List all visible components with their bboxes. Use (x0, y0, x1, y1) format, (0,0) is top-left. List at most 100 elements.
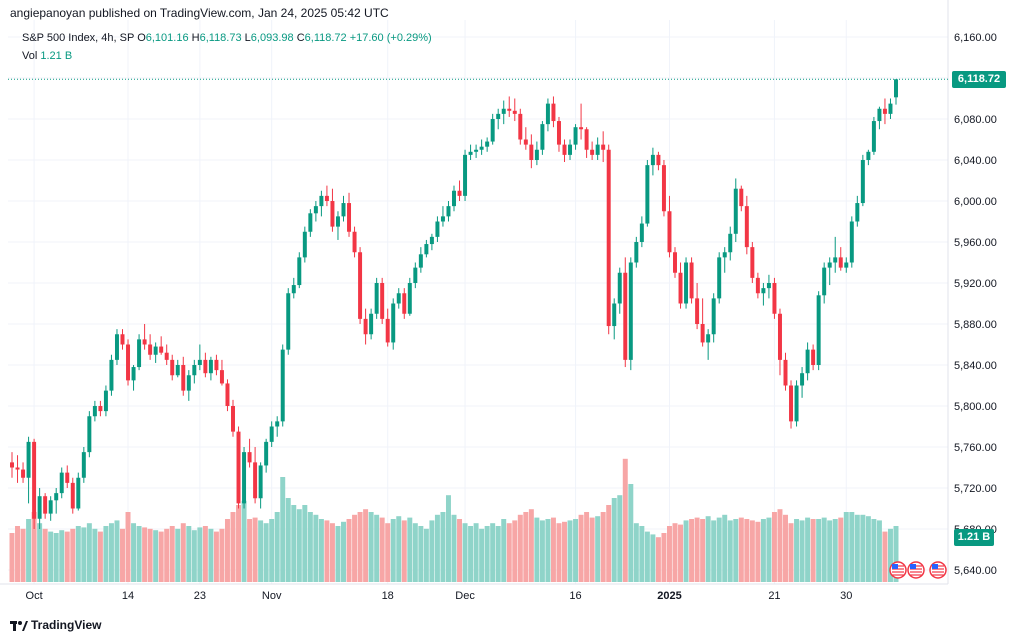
candle-body (623, 272, 628, 360)
volume-bar (479, 528, 485, 582)
volume-bar (771, 512, 777, 582)
volume-bar (213, 531, 219, 582)
volume-bar (219, 528, 225, 582)
volume-bar (180, 523, 186, 582)
candle-body (512, 110, 517, 114)
candle-body (661, 165, 666, 212)
candle-body (335, 216, 340, 227)
volume-bar (606, 505, 612, 582)
candle-body (308, 213, 313, 232)
volume-bar (153, 530, 159, 582)
candle-body (556, 121, 561, 145)
candle-body (407, 283, 412, 314)
volume-bar (20, 528, 26, 582)
volume-bar (523, 512, 529, 582)
candle-body (573, 127, 578, 145)
volume-bar (468, 526, 474, 582)
volume-bar (794, 519, 800, 582)
volume-bar (766, 517, 772, 582)
time-axis[interactable]: Oct 14 23 Nov 18 Dec 16 2025 21 30 (26, 590, 853, 602)
volume-bar (307, 512, 313, 582)
y-tick-label: 5,720.00 (954, 483, 997, 495)
volume-bar (445, 495, 451, 582)
volume-bar (622, 458, 628, 582)
volume-bar (738, 517, 744, 582)
y-tick-label: 6,040.00 (954, 155, 997, 167)
y-tick-label: 6,080.00 (954, 114, 997, 126)
volume-label: Vol (22, 50, 38, 62)
candle-body (888, 103, 893, 114)
candle-body (468, 151, 473, 155)
volume-bar (37, 523, 43, 582)
volume-bar (827, 520, 833, 582)
volume-bar (733, 519, 739, 582)
volume-bar (666, 526, 672, 582)
candle-body (518, 113, 523, 140)
candle-body (247, 452, 252, 463)
x-tick-label: 14 (122, 590, 134, 602)
volume-bar (843, 512, 849, 582)
candle-body (424, 244, 429, 255)
volume-bar (876, 520, 882, 582)
candle-body (181, 365, 186, 391)
x-tick-label: Nov (262, 590, 282, 602)
volume-bar (374, 514, 380, 582)
candle-body (291, 285, 296, 294)
candle-body (833, 257, 838, 263)
volume-bar (158, 531, 164, 582)
symbol-label[interactable]: S&P 500 Index, 4h, SP (22, 32, 135, 44)
candle-body (402, 293, 407, 314)
low-label: L (244, 32, 251, 44)
x-tick-label: 16 (569, 590, 581, 602)
candle-body (717, 257, 722, 299)
volume-bar (689, 519, 695, 582)
candle-body (391, 303, 396, 343)
candle-body (485, 141, 490, 147)
volume-bar (550, 517, 556, 582)
volume-bar (357, 512, 363, 582)
candle-body (507, 108, 512, 111)
candle-body (650, 154, 655, 166)
candle-body (612, 303, 617, 327)
volume-bar (655, 537, 661, 582)
volume-bar (64, 531, 70, 582)
candle-body (225, 383, 230, 406)
last-price-tag: 6,118.72 (952, 71, 1006, 89)
candle-body (744, 206, 749, 248)
tradingview-footer[interactable]: TradingView (10, 618, 101, 632)
event-flags[interactable] (889, 561, 947, 579)
volume-bar (777, 509, 783, 582)
candle-body (777, 313, 782, 360)
volume-bar (578, 514, 584, 582)
candle-body (733, 188, 738, 234)
candle-body (269, 426, 274, 442)
candle-body (844, 262, 849, 268)
candle-body (656, 154, 661, 166)
volume-bar (661, 533, 667, 582)
volume-bar (755, 521, 761, 582)
volume-bar (639, 526, 645, 582)
candle-body (54, 493, 59, 501)
volume-bar (70, 528, 76, 582)
brand-name: TradingView (31, 618, 102, 632)
volume-bar (440, 512, 446, 582)
candle-body (639, 223, 644, 242)
price-axis[interactable]: 6,160.006,120.006,080.006,040.006,000.00… (954, 32, 997, 577)
volume-bar (705, 516, 711, 582)
close-value: 6,118.72 (304, 32, 347, 44)
candle-body (750, 247, 755, 278)
candle-body (358, 252, 363, 319)
tradingview-logo-icon (10, 620, 28, 631)
volume-bar (31, 512, 37, 582)
candle-body (170, 359, 175, 376)
candle-body (805, 349, 810, 374)
y-tick-label: 5,640.00 (954, 565, 997, 577)
candle-body (739, 188, 744, 207)
volume-bar (191, 530, 197, 582)
volume-bar (75, 526, 81, 582)
candle-body (860, 160, 865, 204)
volume-bar (97, 531, 103, 582)
volume-bar (241, 500, 247, 582)
volume-bar (346, 519, 352, 582)
